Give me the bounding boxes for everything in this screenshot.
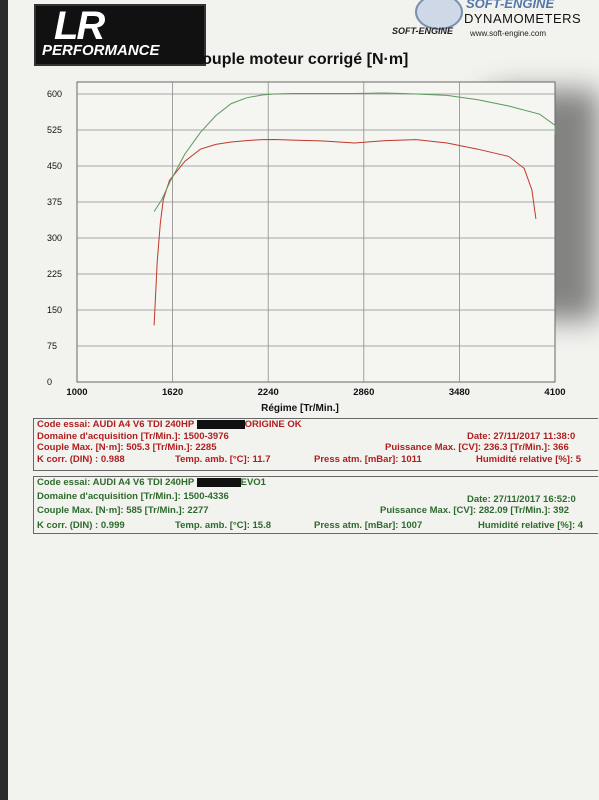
brand-logo-text: SOFT-ENGINE <box>392 26 454 36</box>
test-code-text: Code essai: AUDI A4 V6 TDI 240HP <box>37 477 194 488</box>
logo-performance-text: PERFORMANCE <box>42 42 160 59</box>
lr-performance-logo: LR PERFORMANCE <box>34 4 206 66</box>
test-date: Date: 27/11/2017 16:52:0 <box>467 493 576 505</box>
y-tick-label: 75 <box>47 341 57 351</box>
test-code-text: Code essai: AUDI A4 V6 TDI 240HP <box>37 419 194 430</box>
test-code-suffix: ORIGINE OK <box>244 419 302 430</box>
x-tick-label: 2240 <box>258 387 279 398</box>
y-tick-label: 375 <box>47 197 62 207</box>
test-info-box-origine: Code essai: AUDI A4 V6 TDI 240HP ORIGINE… <box>33 418 598 471</box>
redacted-block <box>196 419 245 429</box>
x-tick-label: 4100 <box>544 387 565 398</box>
torque-chart: 0 75 150 225 300 375 450 525 600 1000 1620 2240 286… <box>47 81 566 414</box>
atm-pressure: Press atm. [mBar]: 1007 <box>314 519 423 531</box>
test-code: Code essai: AUDI A4 V6 TDI 240HP EVO1 <box>37 477 266 489</box>
max-power: Puissance Max. [CV]: 282.09 [Tr/Min.]: 3… <box>380 505 570 516</box>
soft-engine-emblem-icon <box>415 0 463 30</box>
test-info-box-evo1: Code essai: AUDI A4 V6 TDI 240HP EVO1 Do… <box>33 476 598 534</box>
brand-name: DYNAMOMETERS <box>464 11 582 26</box>
test-date: Date: 27/11/2017 11:38:0 <box>467 430 576 442</box>
series-line-2 <box>153 92 556 212</box>
humidity: Humidité relative [%]: 5 <box>476 453 582 465</box>
brand-top-text: SOFT-ENGINE <box>466 0 555 11</box>
atm-pressure: Press atm. [mBar]: 1011 <box>314 453 422 465</box>
redacted-block <box>196 477 241 487</box>
max-torque: Couple Max. [N·m]: 585 [Tr/Min.]: 2277 <box>37 505 209 516</box>
ambient-temp: Temp. amb. [°C]: 11.7 <box>175 453 271 465</box>
acquisition-range: Domaine d'acquisition [Tr/Min.]: 1500-39… <box>37 430 229 442</box>
max-torque: Couple Max. [N·m]: 505.3 [Tr/Min.]: 2285 <box>37 442 217 453</box>
plot-area <box>76 81 556 383</box>
max-power: Puissance Max. [CV]: 236.3 [Tr/Min.]: 36… <box>385 442 569 453</box>
y-tick-label: 450 <box>47 161 62 171</box>
humidity: Humidité relative [%]: 4 <box>478 519 584 531</box>
y-tick-label: 525 <box>47 125 62 135</box>
x-tick-label: 1000 <box>66 387 87 398</box>
x-axis-label: Régime [Tr/Min.] <box>261 403 339 414</box>
test-code: Code essai: AUDI A4 V6 TDI 240HP ORIGINE… <box>37 419 302 431</box>
y-tick-label: 600 <box>47 89 62 99</box>
y-tick-label: 150 <box>47 305 62 315</box>
chart-title: Couple moteur corrigé [N·m] <box>190 51 409 68</box>
x-axis-ticks: 1000 1620 2240 2860 3480 4100 <box>66 387 565 398</box>
logo-lr-text: LR <box>54 4 105 48</box>
y-axis-ticks: 0 75 150 225 300 375 450 525 600 <box>47 89 62 387</box>
k-correction: K corr. (DIN) : 0.999 <box>37 519 125 531</box>
k-correction: K corr. (DIN) : 0.988 <box>37 453 125 465</box>
brand-url: www.soft-engine.com <box>470 29 547 38</box>
ambient-temp: Temp. amb. [°C]: 15.8 <box>175 519 272 531</box>
chart-series <box>153 92 556 326</box>
y-tick-label: 300 <box>47 233 62 243</box>
y-tick-label: 0 <box>47 377 52 387</box>
acquisition-range: Domaine d'acquisition [Tr/Min.]: 1500-43… <box>37 490 229 502</box>
test-code-suffix: EVO1 <box>240 477 266 488</box>
x-tick-label: 1620 <box>162 387 183 398</box>
series-line-1 <box>153 138 537 326</box>
chart-grid <box>77 82 555 382</box>
soft-engine-brand: SOFT-ENGINE DYNAMOMETERS SOFT-ENGINE www… <box>392 0 590 46</box>
y-tick-label: 225 <box>47 269 62 279</box>
x-tick-label: 2860 <box>353 387 374 398</box>
x-tick-label: 3480 <box>449 387 470 398</box>
